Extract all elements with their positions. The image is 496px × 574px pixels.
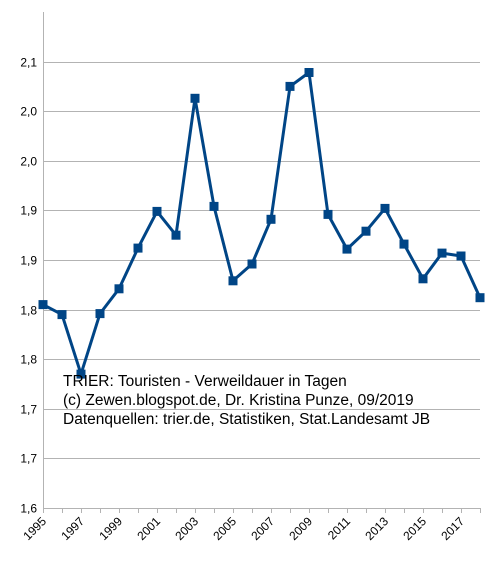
gridlines — [43, 62, 480, 509]
x-tick-label: 2001 — [134, 514, 163, 543]
x-tick-label: 2017 — [438, 514, 467, 543]
x-tick-label: 2005 — [210, 514, 239, 543]
data-point — [76, 369, 86, 379]
y-tick-label: 1,9 — [20, 204, 37, 218]
x-tick-label: 2009 — [286, 514, 315, 543]
data-point — [361, 226, 371, 236]
annotation-title: TRIER: Touristen - Verweildauer in Tagen — [63, 373, 347, 390]
data-point — [247, 259, 257, 269]
data-point — [171, 230, 181, 240]
series — [38, 68, 485, 379]
data-point — [38, 300, 48, 310]
x-tick-label: 2007 — [248, 514, 277, 543]
y-tick-label: 2,0 — [20, 155, 37, 169]
x-tick-label: 1997 — [58, 514, 87, 543]
x-tick-label: 1995 — [20, 514, 49, 543]
x-axis-ticks: 1995 1997 1999 2001 2003 2005 2007 2009 2011 2013… — [20, 508, 481, 543]
y-tick-label: 1,7 — [20, 403, 37, 417]
y-tick-label: 1,8 — [20, 353, 37, 367]
annotation-copyright: (c) Zewen.blogspot.de, Dr. Kristina Punz… — [63, 392, 414, 409]
y-tick-label: 1,8 — [20, 304, 37, 318]
data-point — [95, 309, 105, 319]
data-point — [190, 93, 200, 103]
data-point — [228, 276, 238, 286]
data-point — [304, 68, 314, 77]
data-point — [133, 243, 143, 253]
data-point — [437, 248, 447, 258]
chart-annotations: TRIER: Touristen - Verweildauer in Tagen… — [63, 373, 430, 428]
x-tick-label: 2013 — [362, 514, 391, 543]
axes — [43, 12, 480, 509]
data-point — [323, 209, 333, 219]
data-point — [57, 310, 67, 320]
data-point — [342, 244, 352, 254]
y-tick-label: 2,1 — [20, 56, 37, 70]
y-tick-label: 1,7 — [20, 452, 37, 466]
data-point — [152, 206, 162, 216]
data-point — [418, 274, 428, 284]
data-point — [399, 239, 409, 249]
data-point — [285, 81, 295, 91]
data-point — [209, 201, 219, 211]
series-line — [42, 71, 482, 376]
data-point — [114, 284, 124, 294]
data-point — [380, 203, 390, 213]
x-tick-label: 2015 — [400, 514, 429, 543]
y-tick-label: 1,6 — [20, 502, 37, 516]
x-tick-label: 2011 — [325, 514, 353, 542]
y-axis-ticks: 1,6 1,7 1,7 1,8 1,8 1,9 1,9 2,0 2,0 2,1 — [20, 56, 37, 516]
data-point — [266, 214, 276, 224]
data-point — [456, 251, 466, 261]
data-point — [475, 293, 485, 303]
y-tick-label: 1,9 — [20, 254, 37, 268]
annotation-sources: Datenquellen: trier.de, Statistiken, Sta… — [63, 411, 430, 428]
x-tick-label: 2003 — [172, 514, 201, 543]
y-tick-label: 2,0 — [20, 105, 37, 119]
x-tick-label: 1999 — [96, 514, 125, 543]
